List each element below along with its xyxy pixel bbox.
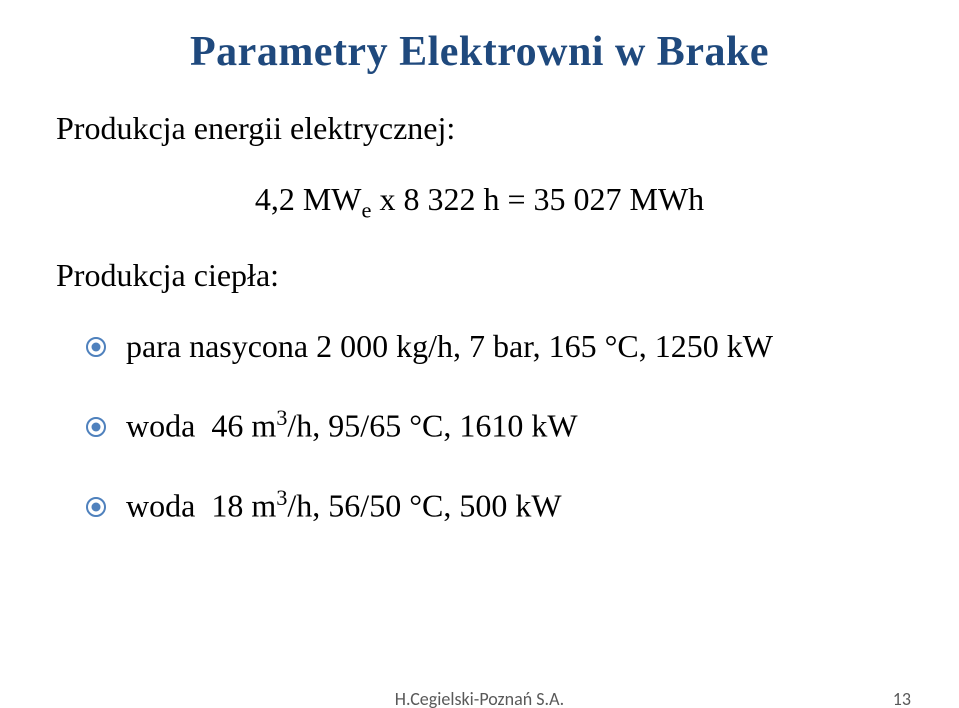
section-heat-production: Produkcja ciepła:	[56, 257, 903, 294]
list-item: woda 18 m3/h, 56/50 °C, 500 kW	[86, 485, 903, 525]
list-item-text: woda 18 m3/h, 56/50 °C, 500 kW	[126, 485, 562, 525]
footer-page-number: 13	[893, 688, 911, 708]
bullet-list: para nasycona 2 000 kg/h, 7 bar, 165 °C,…	[86, 328, 903, 524]
bullet-superscript: 3	[276, 485, 287, 510]
formula-subscript: e	[362, 197, 372, 222]
list-item: woda 46 m3/h, 95/65 °C, 1610 kW	[86, 405, 903, 445]
slide-title: Parametry Elektrowni w Brake	[56, 28, 903, 76]
list-item-text: woda 46 m3/h, 95/65 °C, 1610 kW	[126, 405, 578, 445]
bullet-icon	[86, 337, 106, 357]
bullet-icon	[86, 497, 106, 517]
bullet-suffix: /h, 56/50 °C, 500 kW	[287, 488, 561, 524]
bullet-icon	[86, 417, 106, 437]
formula-suffix: x 8 322 h = 35 027 MWh	[371, 181, 704, 217]
formula-prefix: 4,2 MW	[255, 181, 362, 217]
bullet-prefix: woda 46 m	[126, 408, 276, 444]
slide: Parametry Elektrowni w Brake Produkcja e…	[0, 0, 959, 708]
bullet-prefix: woda 18 m	[126, 488, 276, 524]
list-item: para nasycona 2 000 kg/h, 7 bar, 165 °C,…	[86, 328, 903, 365]
section-electric-production: Produkcja energii elektrycznej:	[56, 110, 903, 147]
bullet-superscript: 3	[276, 405, 287, 430]
footer-company: H.Cegielski-Poznań S.A.	[0, 688, 959, 708]
list-item-text: para nasycona 2 000 kg/h, 7 bar, 165 °C,…	[126, 328, 773, 365]
bullet-suffix: /h, 95/65 °C, 1610 kW	[287, 408, 577, 444]
formula-line: 4,2 MWe x 8 322 h = 35 027 MWh	[56, 181, 903, 223]
